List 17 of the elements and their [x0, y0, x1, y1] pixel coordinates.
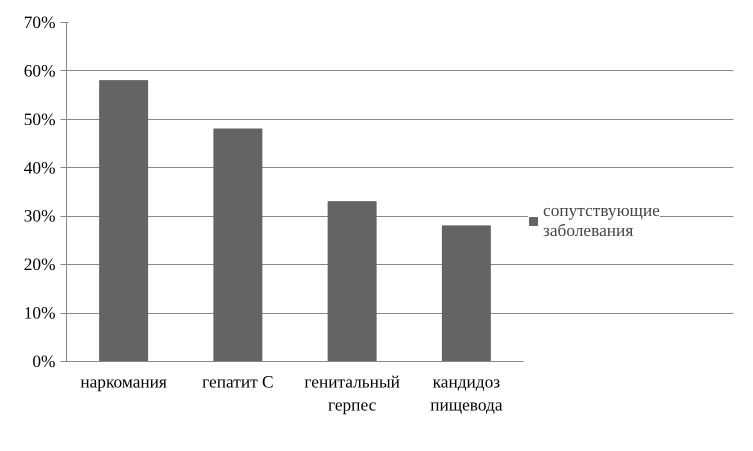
bar	[328, 201, 377, 362]
y-tick-label: 40%	[24, 158, 56, 178]
x-tick-label: гепатит С	[202, 372, 274, 392]
x-tick-label: генитальный герпес	[304, 372, 400, 414]
bar	[442, 225, 491, 362]
y-tick-label: 30%	[24, 206, 56, 226]
legend-label: сопутствующие заболевания	[543, 201, 660, 241]
y-tick-label: 0%	[32, 352, 56, 371]
x-tick-label: кандидоз пищевода	[430, 372, 503, 414]
y-tick-label: 20%	[24, 255, 56, 274]
y-tick-label: 10%	[24, 304, 56, 323]
bar	[213, 128, 262, 362]
y-tick-label: 60%	[24, 61, 56, 80]
y-tick-label: 70%	[24, 13, 56, 32]
y-tick-label: 50%	[24, 110, 56, 129]
x-tick-label: наркомания	[80, 372, 167, 392]
bar	[99, 80, 148, 362]
